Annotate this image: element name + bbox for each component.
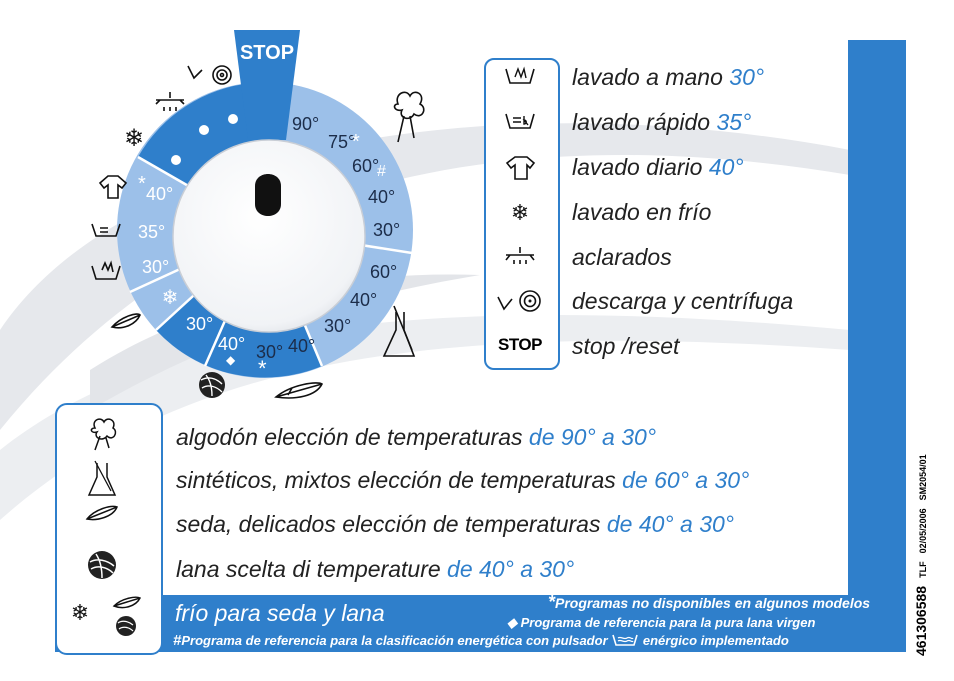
- legend-temp: 40°: [708, 154, 744, 180]
- dial-temp-label: 60°: [352, 156, 379, 176]
- daily-wash-icon: [490, 155, 550, 186]
- legend-row: aclarados: [572, 244, 672, 271]
- legend-temp: 30°: [729, 64, 765, 90]
- dial-snowflake-icon: ❄: [162, 287, 179, 309]
- snowflake-icon: ❄: [510, 200, 530, 225]
- side-bar: [848, 40, 906, 652]
- knob-handle: [255, 174, 281, 216]
- dial-temp-label: 30°: [324, 316, 351, 336]
- beaker-icon: [72, 459, 132, 504]
- hash-mark: #: [377, 163, 386, 180]
- cotton-flower-icon: [393, 91, 425, 143]
- stop-pointer: [234, 30, 300, 140]
- dial-temp-label: 40°: [288, 336, 315, 356]
- document-code: 461306588TLF02/05/2006SM2054/01: [913, 454, 929, 656]
- rinse-icon: [155, 92, 185, 111]
- energy-wash-icon: [612, 634, 639, 646]
- fabric-icon-box: [55, 403, 163, 655]
- legend-row: lavado rápido 35°: [572, 109, 751, 136]
- asterisk-mark: *: [138, 173, 146, 195]
- note-energy-reference: #Programa de referencia para la clasific…: [173, 632, 789, 649]
- fabric-label: seda, delicados elección de temperaturas: [176, 511, 607, 537]
- wool-ball-icon: [72, 548, 132, 587]
- legend-row: lavado en frío: [572, 199, 711, 226]
- fabric-range: de 40° a 30°: [447, 556, 575, 582]
- asterisk-mark: *: [352, 131, 360, 153]
- fabric-range: de 60° a 30°: [622, 467, 750, 493]
- cold-wash-label: frío para seda y lana: [175, 600, 385, 626]
- feather-icon: [72, 503, 132, 528]
- fabric-range: de 90° a 30°: [528, 424, 657, 450]
- fabric-row: seda, delicados elección de temperaturas…: [176, 511, 734, 538]
- legend-row: stop /reset: [572, 333, 679, 360]
- position-dots: [171, 114, 238, 165]
- legend-label: aclarados: [572, 244, 672, 270]
- legend-row: lavado diario 40°: [572, 154, 744, 181]
- snowflake-icon: ❄: [124, 125, 144, 152]
- rinse-icon: [490, 245, 550, 272]
- legend-temp: 35°: [716, 109, 752, 135]
- spin-drain-icon: [187, 65, 232, 85]
- dial-temp-label: 30°: [186, 314, 213, 334]
- feather-icon: [110, 313, 141, 329]
- dial-temp-label: 35°: [138, 222, 165, 242]
- legend-label: lavado rápido: [572, 109, 717, 135]
- legend-label: lavado a mano: [572, 64, 730, 90]
- cold-wool-silk-icon: [112, 596, 142, 636]
- stop-label: STOP: [240, 42, 294, 64]
- fabric-row: algodón elección de temperaturas de 90° …: [176, 424, 656, 451]
- dial-knob[interactable]: [172, 139, 366, 333]
- fabric-range: de 40° a 30°: [606, 511, 734, 537]
- hand-wash-icon: [91, 260, 121, 280]
- dial-temp-label: 90°: [292, 114, 319, 134]
- stop-icon: STOP: [498, 335, 542, 354]
- dial-temp-label: 30°: [256, 342, 283, 362]
- legend-label: descarga y centrífuga: [572, 288, 794, 314]
- fabric-label: algodón elección de temperaturas: [176, 424, 529, 450]
- quick-wash-icon: [490, 110, 550, 137]
- wool-ball-icon: [199, 372, 225, 398]
- dial-temp-label: 40°: [368, 187, 395, 207]
- note-unavailable: *Programas no disponibles en algunos mod…: [548, 592, 871, 612]
- dial-temp-label: 30°: [373, 220, 400, 240]
- diamond-mark: ◆: [226, 353, 236, 367]
- snowflake-icon: ❄: [70, 600, 90, 625]
- asterisk-mark: *: [258, 356, 267, 381]
- dial-temp-label: 40°: [350, 290, 377, 310]
- cotton-flower-icon: [72, 416, 132, 457]
- feather-icon: [274, 382, 324, 399]
- fabric-label: sintéticos, mixtos elección de temperatu…: [176, 467, 623, 493]
- dial-temp-label: 40°: [146, 184, 173, 204]
- bottom-band: [55, 595, 906, 652]
- quick-wash-icon: [91, 223, 121, 237]
- legend-label: lavado en frío: [572, 199, 712, 225]
- legend-row: lavado a mano 30°: [572, 64, 764, 91]
- legend-label: lavado diario: [572, 154, 709, 180]
- dial-temp-label: 40°: [218, 334, 245, 354]
- dial-temp-label: 30°: [142, 257, 169, 277]
- fabric-label: lana scelta di temperature: [176, 556, 448, 582]
- beaker-icon: [382, 305, 416, 357]
- legend-label: stop /reset: [572, 333, 680, 359]
- legend-row: descarga y centrífuga: [572, 288, 793, 315]
- spin-drain-icon: [490, 289, 550, 318]
- daily-wash-icon: [98, 175, 128, 199]
- fabric-row: sintéticos, mixtos elección de temperatu…: [176, 467, 749, 494]
- fabric-row: lana scelta di temperature de 40° a 30°: [176, 556, 574, 583]
- dial-temp-label: 60°: [370, 262, 397, 282]
- hand-wash-icon: [490, 65, 550, 92]
- legend-icon-box: [484, 58, 560, 370]
- note-wool-reference: ◆ Programa de referencia para la pura la…: [507, 615, 816, 630]
- dial-temp-label: 75°: [328, 132, 355, 152]
